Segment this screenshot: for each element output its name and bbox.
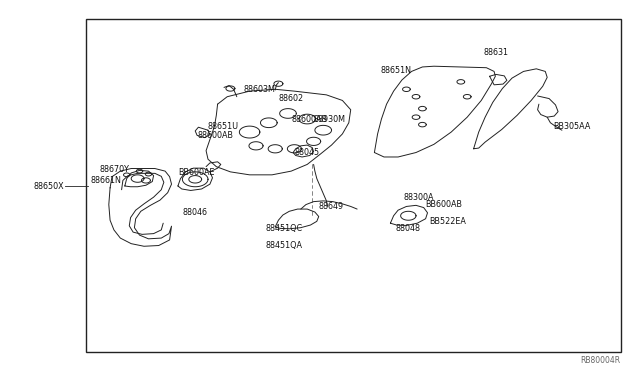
- Text: BB600AE: BB600AE: [178, 169, 214, 177]
- Text: BB522EA: BB522EA: [429, 217, 466, 226]
- Text: 88046: 88046: [182, 208, 207, 217]
- Text: 88602: 88602: [278, 94, 303, 103]
- Text: 88649: 88649: [318, 202, 343, 211]
- Text: 88600AB: 88600AB: [291, 115, 327, 124]
- Text: 88451QA: 88451QA: [266, 241, 303, 250]
- Text: RB80004R: RB80004R: [580, 356, 621, 365]
- Text: 88661N: 88661N: [91, 176, 122, 185]
- Text: 88300A: 88300A: [403, 193, 434, 202]
- Text: 88651U: 88651U: [208, 122, 239, 131]
- Text: BB600AB: BB600AB: [426, 200, 463, 209]
- Text: BB305AA: BB305AA: [554, 122, 591, 131]
- Text: 88048: 88048: [396, 224, 420, 233]
- Text: 88045: 88045: [294, 148, 319, 157]
- Text: 88650X: 88650X: [33, 182, 64, 190]
- Text: 88631: 88631: [483, 48, 508, 57]
- Text: 88451QC: 88451QC: [266, 224, 303, 233]
- Text: 88600AB: 88600AB: [197, 131, 233, 140]
- Text: 88603M: 88603M: [243, 85, 275, 94]
- Bar: [86, 19, 621, 352]
- Text: 88670Y: 88670Y: [99, 165, 129, 174]
- Text: 88651N: 88651N: [381, 66, 412, 75]
- Text: 88930M: 88930M: [314, 115, 346, 124]
